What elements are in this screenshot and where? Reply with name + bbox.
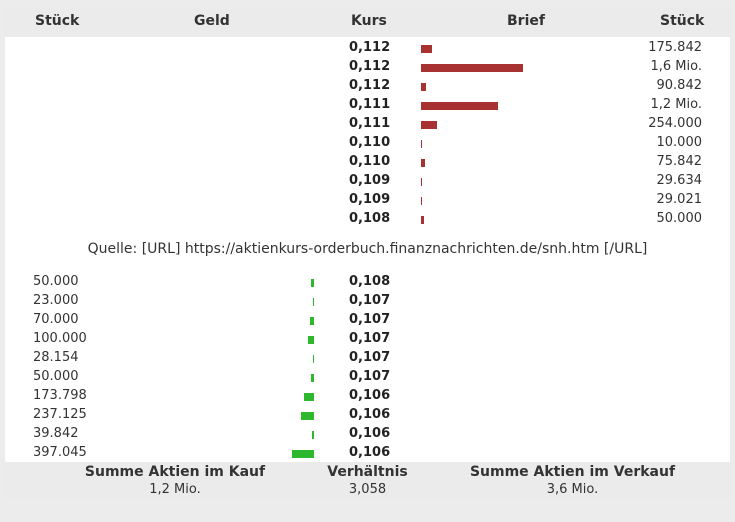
ask-volume-bar <box>421 45 432 53</box>
ask-volume-bar <box>421 121 437 129</box>
bid-stueck: 100.000 <box>33 331 87 346</box>
ask-kurs: 0,111 <box>349 116 391 131</box>
verhaeltnis-value: 3,058 <box>348 482 387 497</box>
ask-volume-bar <box>421 216 424 224</box>
ask-stueck: 29.021 <box>656 192 703 207</box>
ask-volume-bar <box>421 64 523 72</box>
ask-row: 0,109 29.021 <box>5 191 730 210</box>
bid-volume-bar <box>310 317 314 325</box>
header-kurs: Kurs <box>351 13 387 29</box>
header-geld: Geld <box>194 13 230 29</box>
ask-kurs: 0,112 <box>349 40 391 55</box>
bid-row: 100.000 0,107 <box>5 330 730 349</box>
bid-stueck: 173.798 <box>33 388 87 403</box>
ask-row: 0,111 1,2 Mio. <box>5 96 730 115</box>
bid-row: 39.842 0,106 <box>5 425 730 444</box>
ask-row: 0,112 175.842 <box>5 39 730 58</box>
bid-kurs: 0,106 <box>349 445 391 460</box>
ask-kurs: 0,109 <box>349 192 391 207</box>
ask-stueck: 29.634 <box>656 173 703 188</box>
ask-stueck: 175.842 <box>648 40 702 55</box>
bid-kurs: 0,107 <box>349 350 391 365</box>
kauf-summary: Summe Aktien im Kauf 1,2 Mio. <box>50 464 300 497</box>
bid-volume-bar <box>308 336 314 344</box>
header-stueck-left: Stück <box>35 13 80 29</box>
bid-kurs: 0,106 <box>349 388 391 403</box>
verhaeltnis-summary: Verhältnis 3,058 <box>305 464 430 497</box>
bid-kurs: 0,107 <box>349 331 391 346</box>
bid-kurs: 0,106 <box>349 426 391 441</box>
ask-stueck: 254.000 <box>648 116 702 131</box>
bid-row: 50.000 0,107 <box>5 368 730 387</box>
bid-kurs: 0,106 <box>349 407 391 422</box>
verkauf-summary: Summe Aktien im Verkauf 3,6 Mio. <box>445 464 700 497</box>
bid-volume-bar <box>312 431 314 439</box>
bid-volume-bar <box>301 412 314 420</box>
bid-row: 28.154 0,107 <box>5 349 730 368</box>
bid-volume-bar <box>313 355 314 363</box>
ask-stueck: 90.842 <box>656 78 703 93</box>
ask-kurs: 0,112 <box>349 78 391 93</box>
ask-stueck: 50.000 <box>656 211 703 226</box>
kauf-label: Summe Aktien im Kauf <box>84 464 266 480</box>
verkauf-value: 3,6 Mio. <box>546 482 599 497</box>
bid-row: 70.000 0,107 <box>5 311 730 330</box>
ask-stueck: 1,6 Mio. <box>650 59 703 74</box>
verkauf-label: Summe Aktien im Verkauf <box>469 464 676 480</box>
ask-row: 0,108 50.000 <box>5 210 730 229</box>
bid-row: 50.000 0,108 <box>5 273 730 292</box>
bid-stueck: 50.000 <box>33 369 79 384</box>
bid-stueck: 50.000 <box>33 274 79 289</box>
bid-row: 173.798 0,106 <box>5 387 730 406</box>
bid-row: 397.045 0,106 <box>5 444 730 463</box>
orderbook-panel: Stück Geld Kurs Brief Stück 0,112 175.842… <box>5 8 730 500</box>
bid-stueck: 39.842 <box>33 426 79 441</box>
header-stueck-right: Stück <box>660 13 705 29</box>
ask-kurs: 0,111 <box>349 97 391 112</box>
bid-volume-bar <box>292 450 314 458</box>
bid-stueck: 70.000 <box>33 312 79 327</box>
ask-kurs: 0,110 <box>349 135 391 150</box>
orderbook-header: Stück Geld Kurs Brief Stück <box>5 8 730 37</box>
ask-row: 0,111 254.000 <box>5 115 730 134</box>
bid-volume-bar <box>304 393 314 401</box>
ask-volume-bar <box>421 83 426 91</box>
kauf-value: 1,2 Mio. <box>149 482 201 497</box>
ask-kurs: 0,109 <box>349 173 391 188</box>
ask-row: 0,112 1,6 Mio. <box>5 58 730 77</box>
ask-kurs: 0,108 <box>349 211 391 226</box>
ask-stueck: 10.000 <box>656 135 703 150</box>
ask-row: 0,109 29.634 <box>5 172 730 191</box>
ask-volume-bar <box>421 102 498 110</box>
bid-row: 23.000 0,107 <box>5 292 730 311</box>
ask-volume-bar <box>421 159 425 167</box>
source-text: Quelle: [URL] https://aktienkurs-orderbu… <box>87 241 648 257</box>
bid-kurs: 0,107 <box>349 312 391 327</box>
verhaeltnis-label: Verhältnis <box>327 464 408 480</box>
bid-volume-bar <box>313 298 314 306</box>
bid-kurs: 0,108 <box>349 274 391 289</box>
bid-row: 237.125 0,106 <box>5 406 730 425</box>
ask-kurs: 0,110 <box>349 154 391 169</box>
bid-kurs: 0,107 <box>349 293 391 308</box>
summary-footer: Summe Aktien im Kauf 1,2 Mio. Verhältnis… <box>5 462 730 500</box>
bid-stueck: 237.125 <box>33 407 87 422</box>
ask-volume-bar <box>421 178 422 186</box>
bid-volume-bar <box>311 374 314 382</box>
ask-kurs: 0,112 <box>349 59 391 74</box>
header-brief: Brief <box>507 13 545 29</box>
bid-stueck: 23.000 <box>33 293 79 308</box>
bid-volume-bar <box>311 279 314 287</box>
ask-row: 0,110 75.842 <box>5 153 730 172</box>
ask-volume-bar <box>421 140 422 148</box>
ask-row: 0,112 90.842 <box>5 77 730 96</box>
bid-stueck: 397.045 <box>33 445 87 460</box>
ask-stueck: 75.842 <box>656 154 703 169</box>
ask-volume-bar <box>421 197 422 205</box>
bid-stueck: 28.154 <box>33 350 79 365</box>
bid-kurs: 0,107 <box>349 369 391 384</box>
ask-stueck: 1,2 Mio. <box>650 97 703 112</box>
ask-row: 0,110 10.000 <box>5 134 730 153</box>
